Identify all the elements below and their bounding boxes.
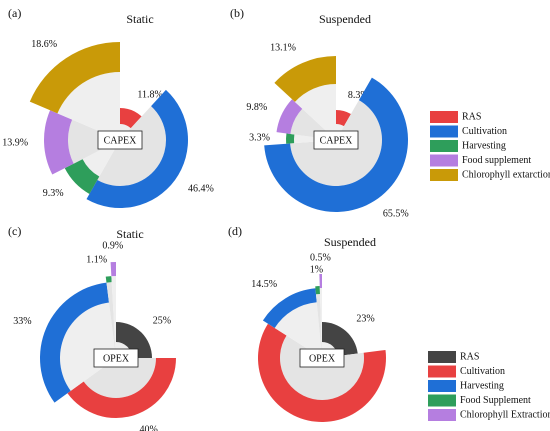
legend-label: Harvesting: [460, 380, 504, 391]
segment-base: [111, 276, 116, 358]
panel-label: (a): [8, 6, 21, 20]
value-label: 33%: [13, 316, 31, 327]
segment: [116, 322, 152, 358]
chart-title: Static: [116, 227, 143, 241]
legend-swatch: [430, 111, 458, 123]
value-label: 0.5%: [310, 252, 331, 263]
legend-swatch: [428, 409, 456, 421]
legend-swatch: [428, 351, 456, 363]
segment: [274, 56, 336, 102]
segment-base: [106, 282, 116, 358]
panel-label: (b): [230, 6, 244, 20]
center-box: [97, 130, 143, 150]
value-label: 46.4%: [188, 184, 214, 195]
segment: [43, 110, 74, 175]
segment: [105, 276, 112, 283]
value-label: 3.3%: [249, 132, 270, 143]
center-box: [93, 348, 139, 368]
legend-swatch: [428, 380, 456, 392]
value-label: 23%: [356, 313, 374, 324]
segment: [319, 274, 322, 289]
segment: [86, 89, 189, 209]
legend-label: RAS: [460, 351, 479, 362]
legend-swatch: [430, 125, 458, 138]
center-box: [313, 130, 359, 150]
value-label: 25%: [153, 316, 171, 327]
panel-label: (d): [228, 224, 242, 238]
segment-base: [60, 302, 116, 391]
panel-label: (c): [8, 224, 21, 238]
segment: [67, 358, 176, 419]
legend-label: Chlorophyll extarction: [462, 169, 550, 180]
center-box: [299, 348, 345, 368]
value-label: 8.3%: [348, 90, 369, 101]
segment: [64, 159, 100, 194]
segment: [315, 286, 320, 295]
value-label: 9.8%: [246, 102, 267, 113]
segment-base: [57, 72, 120, 140]
legend-swatch: [430, 154, 458, 167]
chart-title: Suspended: [319, 12, 371, 26]
segment-base: [83, 358, 156, 398]
chart-title: Static: [126, 12, 153, 26]
segment-base: [319, 288, 322, 358]
value-label: 40%: [139, 425, 157, 431]
segment: [29, 42, 121, 114]
legend-label: Cultivation: [462, 126, 507, 137]
value-label: 0.9%: [102, 240, 123, 251]
legend-label: Cultivation: [460, 366, 505, 377]
center-label: OPEX: [309, 353, 336, 364]
center-label: CAPEX: [320, 135, 354, 146]
legend-label: Chlorophyll Extraction: [460, 409, 550, 420]
segment: [322, 322, 358, 356]
segment: [264, 77, 408, 212]
legend-label: Food supplement: [462, 155, 531, 166]
center-label: CAPEX: [104, 135, 138, 146]
value-label: 9.3%: [43, 188, 64, 199]
segment: [258, 323, 386, 423]
segment: [39, 282, 109, 403]
value-label: 11.8%: [137, 90, 162, 101]
segment: [336, 110, 351, 127]
legend-label: Harvesting: [462, 140, 506, 151]
segment: [110, 262, 116, 277]
value-label: 1%: [310, 264, 323, 275]
segment-base: [315, 294, 322, 358]
center-label: OPEX: [103, 353, 130, 364]
chart-title: Suspended: [324, 235, 376, 249]
legend-swatch: [430, 169, 458, 181]
segment-base: [294, 84, 336, 140]
segment: [120, 108, 142, 129]
legend-swatch: [428, 365, 456, 378]
value-label: 1.1%: [86, 255, 107, 266]
legend-swatch: [430, 140, 458, 152]
legend-label: Food Supplement: [460, 395, 531, 406]
segment: [262, 288, 317, 328]
value-label: 18.6%: [31, 39, 57, 50]
segment: [276, 99, 303, 134]
legend-label: RAS: [462, 111, 481, 122]
value-label: 13.1%: [270, 43, 296, 54]
value-label: 14.5%: [251, 279, 277, 290]
segment-base: [274, 302, 322, 358]
segment: [286, 133, 295, 144]
value-label: 65.5%: [383, 209, 409, 220]
segment-base: [68, 119, 120, 164]
legend-swatch: [428, 394, 456, 407]
value-label: 13.9%: [2, 137, 28, 148]
